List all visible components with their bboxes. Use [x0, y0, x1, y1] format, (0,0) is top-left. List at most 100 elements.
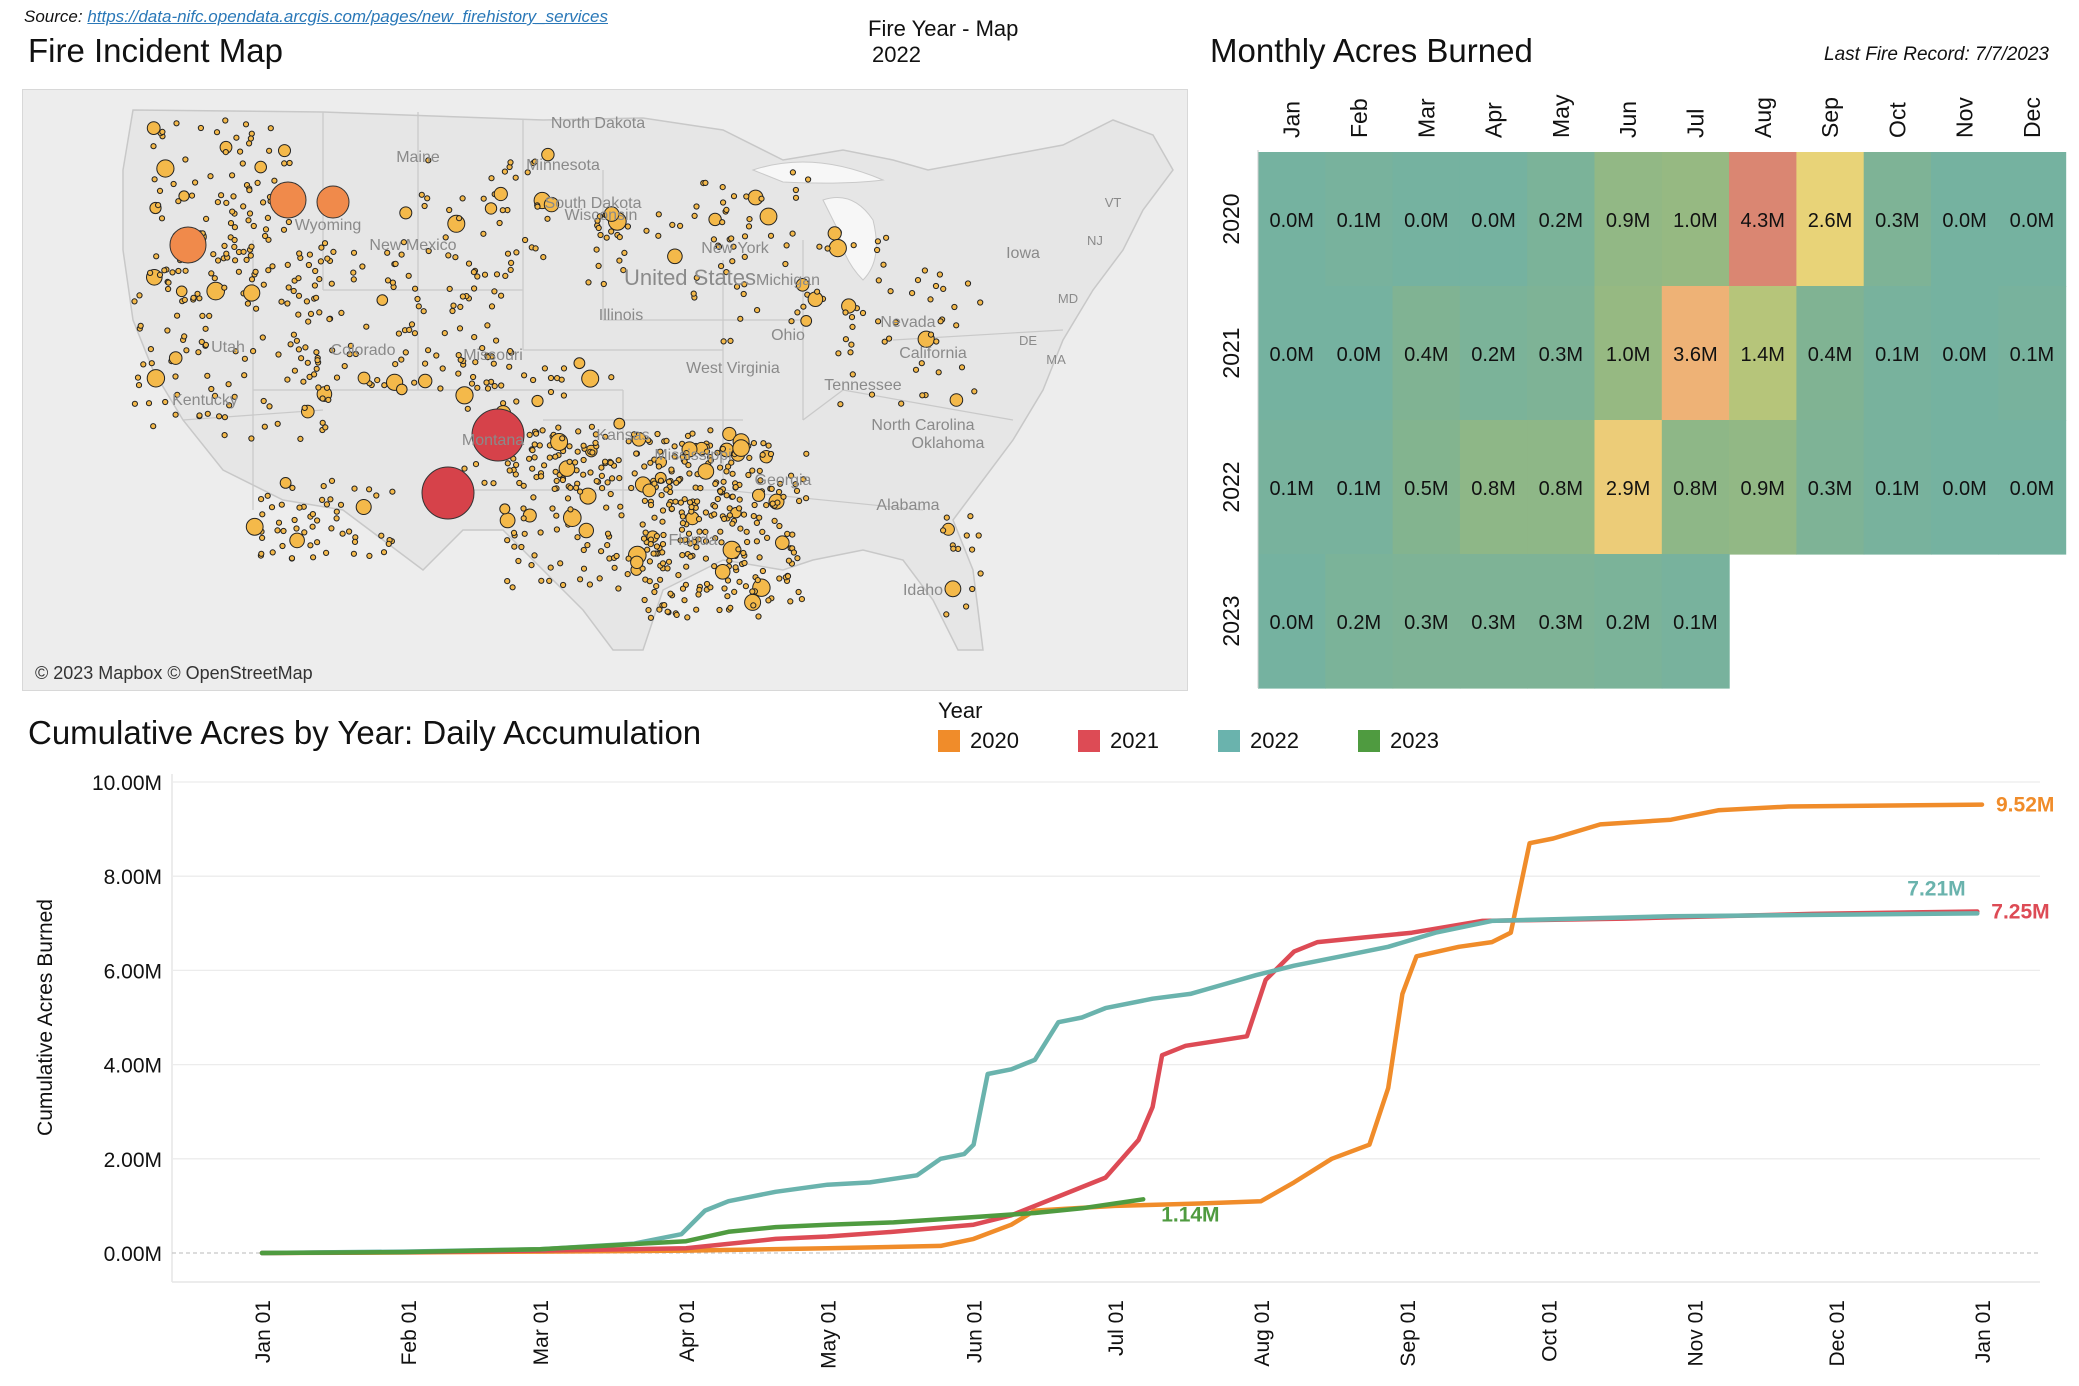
fire-point[interactable] [445, 252, 452, 259]
fire-point[interactable] [604, 530, 612, 537]
fire-point[interactable] [260, 199, 267, 206]
fire-point[interactable] [280, 226, 288, 233]
fire-point[interactable] [359, 263, 366, 270]
fire-point[interactable] [207, 173, 214, 180]
fire-point[interactable] [668, 466, 675, 473]
fire-point[interactable] [795, 588, 802, 596]
fire-point[interactable] [719, 219, 726, 226]
fire-point[interactable] [211, 275, 218, 282]
fire-point[interactable] [275, 519, 283, 526]
fire-point[interactable] [156, 159, 175, 178]
fire-point[interactable] [541, 365, 549, 372]
fire-point[interactable] [741, 233, 749, 240]
fire-point[interactable] [223, 199, 230, 207]
fire-point[interactable] [707, 427, 714, 434]
fire-point[interactable] [350, 249, 358, 256]
fire-point[interactable] [721, 585, 728, 592]
fire-point[interactable] [641, 463, 648, 470]
fire-point[interactable] [504, 578, 511, 585]
fire-point[interactable] [552, 468, 559, 475]
fire-point[interactable] [800, 476, 807, 483]
fire-point[interactable] [541, 462, 548, 469]
fire-incident-map[interactable]: North Dakota Minnesota South Dakota Wiscons… [22, 89, 1188, 691]
fire-point[interactable] [756, 467, 763, 474]
fire-point[interactable] [604, 479, 611, 486]
fire-point[interactable] [586, 581, 594, 588]
fire-point[interactable] [740, 290, 747, 298]
fire-point[interactable] [598, 548, 605, 555]
fire-point[interactable] [914, 277, 922, 284]
fire-point[interactable] [328, 280, 335, 287]
fire-point[interactable] [693, 606, 700, 613]
fire-point[interactable] [279, 542, 286, 550]
fire-point[interactable] [603, 206, 620, 222]
fire-point[interactable] [531, 552, 538, 559]
fire-point[interactable] [274, 527, 281, 534]
fire-point[interactable] [290, 287, 297, 295]
fire-point[interactable] [323, 384, 331, 391]
heatmap-cell[interactable] [1258, 152, 1326, 287]
fire-point[interactable] [824, 245, 831, 252]
fire-point[interactable] [325, 396, 332, 403]
fire-point[interactable] [546, 577, 553, 584]
fire-point[interactable] [693, 544, 700, 551]
fire-point[interactable] [288, 555, 296, 562]
fire-point[interactable] [235, 268, 242, 275]
fire-point[interactable] [696, 528, 703, 535]
fire-point[interactable] [470, 373, 477, 381]
fire-point[interactable] [795, 278, 810, 292]
fire-point[interactable] [415, 303, 422, 310]
fire-point[interactable] [531, 454, 538, 461]
fire-point[interactable] [531, 441, 538, 448]
fire-point[interactable] [471, 285, 478, 292]
fire-point[interactable] [765, 597, 772, 604]
fire-point[interactable] [237, 148, 244, 155]
fire-point[interactable] [724, 577, 732, 584]
fire-point[interactable] [679, 513, 687, 520]
fire-point[interactable] [233, 134, 240, 141]
fire-point[interactable] [254, 160, 267, 174]
fire-point[interactable] [749, 588, 756, 595]
fire-point[interactable] [783, 242, 790, 249]
fire-point[interactable] [847, 349, 854, 356]
fire-point[interactable] [293, 337, 300, 344]
fire-point[interactable] [350, 550, 357, 557]
fire-point[interactable] [389, 279, 396, 286]
fire-point[interactable] [752, 488, 766, 502]
fire-point[interactable] [136, 292, 143, 299]
fire-point[interactable] [314, 517, 321, 524]
fire-point[interactable] [174, 312, 181, 319]
fire-point[interactable] [697, 485, 704, 492]
fire-point[interactable] [197, 124, 204, 132]
fire-point[interactable] [490, 480, 497, 487]
fire-point[interactable] [350, 269, 357, 276]
fire-point[interactable] [848, 341, 855, 348]
fire-point[interactable] [241, 372, 248, 379]
fire-point[interactable] [218, 192, 225, 199]
fire-point[interactable] [553, 526, 561, 533]
fire-point[interactable] [579, 487, 597, 505]
fire-point[interactable] [664, 565, 671, 572]
fire-point[interactable] [702, 528, 709, 535]
fire-point[interactable] [647, 541, 654, 548]
legend-item-2021[interactable]: 2021 [1078, 728, 1159, 754]
fire-point[interactable] [842, 309, 849, 316]
fire-point[interactable] [351, 485, 358, 492]
fire-point[interactable] [350, 276, 357, 283]
fire-point[interactable] [373, 492, 380, 499]
fire-point[interactable] [730, 193, 738, 200]
fire-point[interactable] [151, 176, 158, 183]
fire-point[interactable] [215, 257, 222, 264]
fire-point[interactable] [651, 588, 658, 596]
fire-point[interactable] [418, 373, 433, 389]
fire-point[interactable] [679, 585, 687, 592]
fire-point[interactable] [803, 495, 810, 502]
fire-point[interactable] [792, 194, 800, 201]
fire-point[interactable] [909, 290, 916, 297]
fire-point[interactable] [640, 535, 648, 542]
fire-point[interactable] [814, 288, 821, 295]
fire-point-medium[interactable] [316, 185, 350, 219]
fire-point[interactable] [789, 230, 796, 237]
fire-point[interactable] [539, 427, 546, 434]
fire-point[interactable] [291, 367, 298, 374]
